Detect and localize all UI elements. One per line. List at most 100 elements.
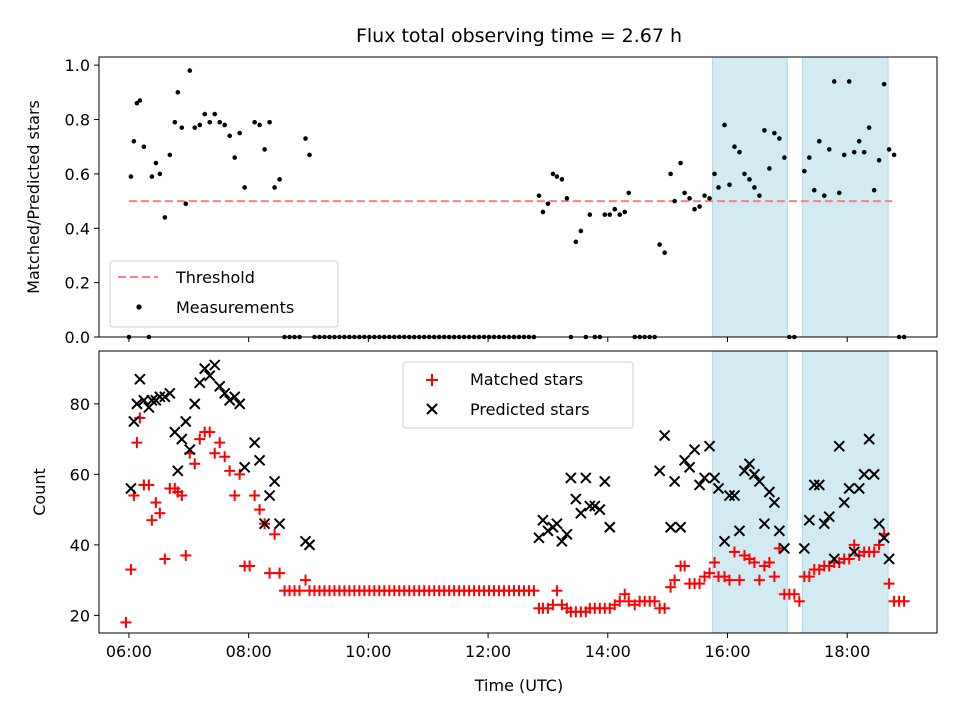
predicted-star-point [594, 503, 606, 516]
measurement-point [657, 242, 662, 247]
predicted-star-point [154, 391, 166, 403]
matched-star-point [551, 585, 563, 597]
matched-star-point [234, 468, 246, 480]
matched-star-point [150, 497, 162, 509]
measurement-point [807, 155, 812, 160]
measurement-point [197, 122, 203, 128]
predicted-star-point [753, 475, 766, 488]
predicted-star-point [868, 468, 880, 481]
measurement-point [856, 138, 862, 144]
measurement-point [267, 119, 272, 125]
predicted-star-point [184, 443, 196, 456]
predicted-star-point [263, 489, 276, 502]
matched-star-point [623, 595, 635, 607]
measurement-point [227, 133, 232, 139]
predicted-star-point [678, 454, 691, 466]
predicted-star-point [146, 394, 158, 407]
measurement-point [772, 130, 777, 136]
predicted-legend-swatch [426, 403, 438, 415]
predicted-star-point [128, 415, 140, 428]
threshold-legend-label: Threshold [175, 268, 255, 287]
x-tick-label: 10:00 [345, 642, 391, 661]
predicted-star-point [658, 429, 671, 442]
matched-star-point [146, 514, 158, 526]
matched-star-point [883, 578, 895, 590]
measurement-point [134, 100, 140, 106]
measurements-legend-swatch [136, 304, 142, 310]
measurement-point [831, 79, 837, 84]
predicted-star-point [703, 440, 716, 452]
measurement-point [777, 136, 782, 141]
shaded-interval [712, 350, 788, 634]
matched-star-point [300, 574, 312, 586]
shaded-interval [801, 56, 889, 338]
predicted-star-point [194, 377, 206, 389]
matched-star-point [274, 567, 286, 579]
measurement-point [622, 209, 628, 215]
predicted-star-point [604, 521, 616, 533]
measurement-point [307, 152, 312, 158]
measurement-point [262, 147, 267, 152]
measurement-point [187, 68, 193, 73]
predicted-star-point [698, 472, 711, 484]
predicted-star-point [253, 454, 266, 466]
measurement-point [131, 138, 137, 144]
predicted-star-point [688, 443, 701, 456]
measurement-point [303, 136, 308, 141]
x-tick-label: 06:00 [106, 642, 152, 661]
measurement-point [816, 138, 822, 144]
bottom-x-ticks: 06:00 08:00 10:00 12:00 14:00 16:00 18:00 [106, 633, 870, 661]
shaded-interval [712, 56, 788, 338]
bottom-panel: 06:00 08:00 10:00 12:00 14:00 16:00 18:00 20 40… [30, 350, 938, 695]
measurement-point [222, 122, 227, 128]
matched-star-point [659, 602, 671, 614]
measurement-point [626, 190, 632, 196]
measurement-point [252, 119, 257, 125]
predicted-stars-series [125, 359, 895, 565]
predicted-star-point [743, 458, 756, 470]
measurement-point [212, 111, 218, 117]
measurement-point [162, 215, 168, 220]
measurement-point [687, 196, 692, 201]
measurement-point [757, 193, 762, 198]
matched-star-point [125, 564, 137, 576]
bottom-legend-box [402, 361, 634, 429]
bottom-plot-frame [98, 350, 938, 634]
predicted-star-point [693, 479, 706, 491]
bottom-y-tick-label: 60 [70, 465, 90, 484]
measurement-point [207, 119, 213, 125]
predicted-star-point [223, 394, 236, 407]
matched-star-point [224, 465, 236, 477]
predicted-star-point [708, 472, 721, 484]
bottom-y-tick-label: 40 [70, 536, 90, 555]
measurement-point [702, 193, 707, 198]
matched-star-point [803, 571, 815, 583]
matched-star-point [873, 539, 885, 551]
matched-star-point [848, 539, 860, 551]
matched-star-point [180, 549, 192, 561]
measurement-point [179, 125, 185, 130]
predicted-star-point [664, 521, 677, 533]
matched-star-point [768, 571, 780, 583]
matched-star-point [154, 507, 166, 519]
measurement-point [607, 212, 613, 217]
measurement-point [871, 187, 877, 193]
bottom-y-tick-label: 20 [70, 606, 90, 625]
predicted-star-point [718, 535, 731, 548]
predicted-star-point [803, 514, 816, 526]
predicted-star-point [748, 468, 761, 481]
predicted-star-point [575, 507, 587, 519]
measurement-point [172, 119, 178, 125]
measurement-point [573, 239, 579, 245]
x-tick-label: 08:00 [226, 642, 272, 661]
predicted-star-point [159, 391, 171, 403]
matched-star-point [868, 546, 880, 558]
measurement-point [866, 125, 872, 130]
x-tick-label: 14:00 [585, 642, 631, 661]
predicted-star-point [599, 475, 611, 488]
top-y-tick-label: 0.4 [65, 219, 90, 238]
predicted-star-point [233, 398, 246, 410]
bottom-y-tick-label: 80 [70, 395, 90, 414]
measurement-point [167, 152, 173, 158]
predicted-star-point [303, 539, 316, 551]
